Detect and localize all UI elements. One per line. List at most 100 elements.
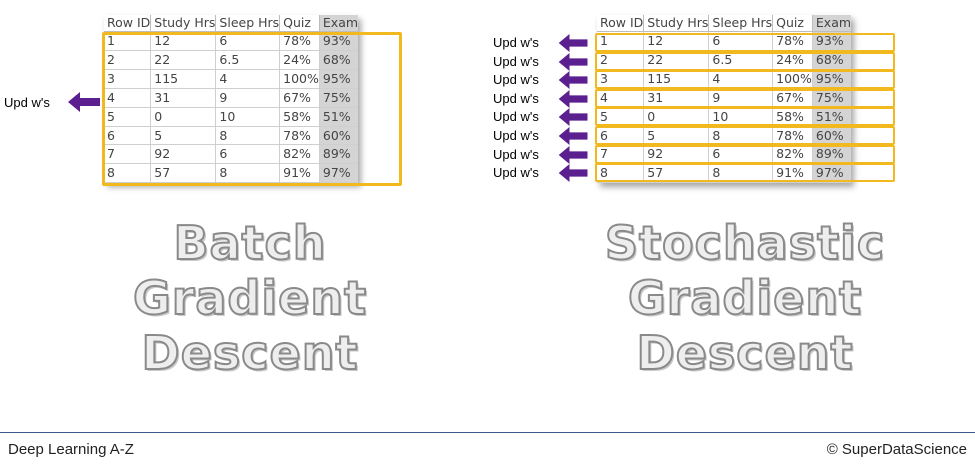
table-row: 3 115 4 100% 95% (104, 69, 359, 89)
table-cell: 92 (150, 144, 217, 165)
table-cell: 5 (597, 107, 645, 127)
table-cell: 7 (104, 144, 152, 165)
table-cell: 58% (772, 107, 813, 127)
table-row: 2 22 6.5 24% 68% (597, 50, 852, 70)
table-cell: 6 (215, 144, 281, 165)
table-row: 3 115 4 100% 95% (597, 69, 852, 89)
table-cell: 8 (597, 163, 645, 184)
arrow-left-icon (558, 145, 588, 164)
table-cell: 75% (812, 88, 852, 108)
table-cell: 67% (279, 88, 320, 108)
table-row: 1 12 6 78% 93% (104, 31, 359, 51)
table-cell: 6.5 (215, 50, 281, 70)
update-weights-label: Upd w's (4, 95, 50, 110)
update-weights-label: Upd w's (493, 128, 539, 143)
table-cell: 0 (643, 107, 710, 127)
table-row: 7 92 6 82% 89% (597, 144, 852, 165)
table-row: 7 92 6 82% 89% (104, 144, 359, 165)
table-cell: 31 (150, 88, 217, 108)
update-weights-label: Upd w's (493, 90, 539, 106)
footer-divider (0, 432, 975, 433)
update-weights-label: Upd w's (493, 72, 539, 88)
table-cell: 93% (319, 31, 359, 51)
table-cell: 6 (708, 31, 774, 51)
update-weights-label: Upd w's (493, 109, 539, 125)
table-cell: 78% (279, 31, 320, 51)
table-cell: 78% (772, 126, 813, 146)
arrow-left-icon (558, 52, 588, 71)
table-cell: 95% (812, 69, 852, 89)
footer-copyright: © SuperDataScience (826, 441, 967, 458)
table-cell: 8 (215, 126, 281, 146)
table-cell: 8 (104, 163, 152, 184)
table-cell: 57 (643, 163, 710, 184)
table-cell: 78% (279, 126, 320, 146)
arrow-left-icon (558, 164, 588, 183)
table-cell: 95% (319, 69, 359, 89)
update-weights-label: Upd w's (493, 53, 539, 69)
table-cell: 93% (812, 31, 852, 51)
stochastic-data-table: Row ID Study Hrs Sleep Hrs Quiz Exam 1 12 6 78%… (597, 15, 852, 184)
table-cell: 115 (643, 69, 710, 89)
table-cell: 100% (279, 69, 320, 89)
table-cell: 51% (812, 107, 852, 127)
table-row: 5 0 10 58% 51% (597, 107, 852, 127)
table-cell: 1 (104, 31, 152, 51)
title-line: Descent (141, 325, 359, 381)
stochastic-title: Stochastic Gradient Descent (580, 215, 910, 381)
table-cell: 10 (215, 107, 281, 127)
table-cell: 6 (104, 126, 152, 146)
arrow-left-icon (558, 34, 588, 52)
table-cell: 22 (150, 50, 217, 70)
table-cell: 24% (772, 50, 813, 70)
table-header-row: Row ID Study Hrs Sleep Hrs Quiz Exam (104, 15, 359, 32)
title-line: Batch (172, 215, 327, 271)
column-header: Quiz (772, 15, 813, 32)
table-header-row: Row ID Study Hrs Sleep Hrs Quiz Exam (597, 15, 852, 32)
table-cell: 5 (150, 126, 217, 146)
table-cell: 91% (279, 163, 320, 184)
table-cell: 75% (319, 88, 359, 108)
table-cell: 67% (772, 88, 813, 108)
column-header: Sleep Hrs (708, 15, 774, 32)
table-row: 4 31 9 67% 75% (597, 88, 852, 108)
table-cell: 78% (772, 31, 813, 51)
table-cell: 12 (643, 31, 710, 51)
table-cell: 89% (812, 144, 852, 165)
table-cell: 7 (597, 144, 645, 165)
table-row: 6 5 8 78% 60% (597, 126, 852, 146)
title-line: Descent (636, 325, 854, 381)
table-row: 4 31 9 67% 75% (104, 88, 359, 108)
table-row: 2 22 6.5 24% 68% (104, 50, 359, 70)
table-cell: 10 (708, 107, 774, 127)
update-weights-label: Upd w's (493, 35, 539, 50)
arrow-left-icon (558, 71, 588, 90)
arrow-left-icon (558, 89, 588, 108)
table-cell: 68% (319, 50, 359, 70)
table-cell: 97% (812, 163, 852, 184)
table-cell: 5 (104, 107, 152, 127)
column-header: Exam (812, 15, 852, 32)
arrow-left-icon (558, 127, 588, 145)
table-cell: 3 (104, 69, 152, 89)
table-cell: 9 (708, 88, 774, 108)
table-cell: 60% (812, 126, 852, 146)
table-cell: 4 (708, 69, 774, 89)
table-cell: 24% (279, 50, 320, 70)
column-header: Row ID (597, 15, 645, 32)
column-header: Quiz (279, 15, 320, 32)
column-header: Study Hrs (150, 15, 217, 32)
table-cell: 115 (150, 69, 217, 89)
arrow-left-icon (68, 92, 100, 112)
table-cell: 3 (597, 69, 645, 89)
update-weights-label: Upd w's (493, 165, 539, 181)
column-header: Sleep Hrs (215, 15, 281, 32)
table-cell: 82% (772, 144, 813, 165)
table-cell: 2 (597, 50, 645, 70)
column-header: Exam (319, 15, 359, 32)
table-row: 8 57 8 91% 97% (597, 163, 852, 184)
table-cell: 97% (319, 163, 359, 184)
table-cell: 2 (104, 50, 152, 70)
table-cell: 60% (319, 126, 359, 146)
table-cell: 5 (643, 126, 710, 146)
